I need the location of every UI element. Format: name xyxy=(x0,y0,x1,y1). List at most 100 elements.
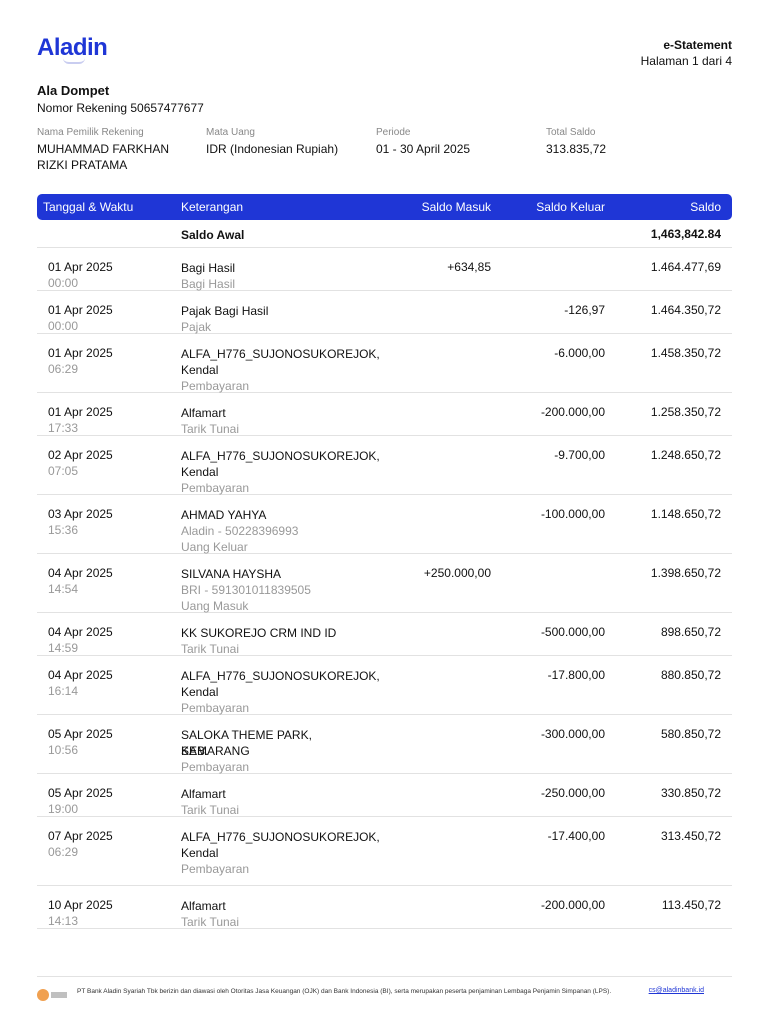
transaction-balance: 1.258.350,72 xyxy=(650,405,721,419)
column-header-date: Tanggal & Waktu xyxy=(43,200,134,214)
transaction-description-detail: KAB. xyxy=(181,744,209,758)
table-row: 04 Apr 2025 16:14 ALFA_H776_SUJONOSUKOREJO… xyxy=(37,656,732,715)
transaction-date: 04 Apr 2025 xyxy=(48,668,113,682)
opening-balance-value: 1,463,842.84 xyxy=(650,227,721,241)
transaction-time: 19:00 xyxy=(48,802,79,816)
transaction-money-out: -6.000,00 xyxy=(554,346,605,360)
transaction-time: 14:54 xyxy=(48,582,79,596)
transaction-description: SILVANA HAYSHA xyxy=(181,567,282,581)
table-row: 01 Apr 2025 00:00 Bagi Hasil Bagi Hasil +634… xyxy=(37,248,732,291)
table-row: 05 Apr 2025 19:00 Alfamart Tarik Tunai -250.… xyxy=(37,774,732,817)
table-row: 04 Apr 2025 14:59 KK SUKOREJO CRM IND ID Ta… xyxy=(37,613,732,656)
statement-footer: PT Bank Aladin Syariah Tbk berizin dan d… xyxy=(37,976,732,1016)
transaction-time: 10:56 xyxy=(48,743,79,757)
column-header-money-in: Saldo Masuk xyxy=(421,200,491,214)
meta-label: Total Saldo xyxy=(546,127,596,138)
transaction-description-detail: Aladin - 50228396993 xyxy=(181,524,299,538)
transaction-date: 05 Apr 2025 xyxy=(48,786,113,800)
transaction-description: SALOKA THEME PARK, SEMARANG xyxy=(181,728,312,758)
meta-value: 01 - 30 April 2025 xyxy=(376,142,471,156)
footer-disclaimer: PT Bank Aladin Syariah Tbk berizin dan d… xyxy=(77,988,612,995)
transaction-description-detail: BRI - 591301011839505 xyxy=(181,583,311,597)
aladin-logo: Aladin xyxy=(37,34,108,61)
table-row: 07 Apr 2025 06:29 ALFA_H776_SUJONOSUKOREJO… xyxy=(37,817,732,886)
logo-swoosh-icon xyxy=(63,58,85,64)
transaction-money-out: -200.000,00 xyxy=(540,405,605,419)
transaction-money-out: -250.000,00 xyxy=(540,786,605,800)
transaction-description: Pajak Bagi Hasil xyxy=(181,304,269,318)
meta-value: MUHAMMAD FARKHAN RIZKI PRATAMA xyxy=(37,142,170,172)
transaction-money-out: -300.000,00 xyxy=(540,727,605,741)
transaction-description: ALFA_H776_SUJONOSUKOREJOK, xyxy=(181,830,380,844)
transaction-time: 00:00 xyxy=(48,276,79,290)
transaction-category: Pembayaran xyxy=(181,862,250,876)
transaction-description: Alfamart xyxy=(181,406,226,420)
transaction-balance: 580.850,72 xyxy=(660,727,721,741)
meta-label: Nama Pemilik Rekening xyxy=(37,127,144,138)
transaction-description-detail: Kendal xyxy=(181,846,219,860)
transactions-table: Tanggal & Waktu Keterangan Saldo Masuk S… xyxy=(37,194,732,929)
transaction-balance: 1.248.650,72 xyxy=(650,448,721,462)
statement-header: Aladin e-Statement Halaman 1 dari 4 xyxy=(37,34,732,74)
transaction-date: 04 Apr 2025 xyxy=(48,566,113,580)
transaction-balance: 1.458.350,72 xyxy=(650,346,721,360)
meta-value: IDR (Indonesian Rupiah) xyxy=(206,142,339,156)
transaction-time: 06:29 xyxy=(48,362,79,376)
transaction-money-out: -9.700,00 xyxy=(554,448,605,462)
transaction-date: 01 Apr 2025 xyxy=(48,405,113,419)
transaction-description-detail: Kendal xyxy=(181,363,219,377)
transaction-money-out: -17.400,00 xyxy=(547,829,605,843)
account-meta: Nama Pemilik Rekening MUHAMMAD FARKHAN R… xyxy=(37,127,732,175)
transaction-time: 07:05 xyxy=(48,464,79,478)
transaction-category: Tarik Tunai xyxy=(181,915,240,929)
column-header-money-out: Saldo Keluar xyxy=(536,200,605,214)
transaction-category: Pembayaran xyxy=(181,481,250,495)
transaction-description: ALFA_H776_SUJONOSUKOREJOK, xyxy=(181,347,380,361)
table-row: 02 Apr 2025 07:05 ALFA_H776_SUJONOSUKOREJO… xyxy=(37,436,732,495)
support-email-link[interactable]: cs@aladinbank.id xyxy=(648,987,704,994)
transaction-money-out: -17.800,00 xyxy=(547,668,605,682)
transaction-category: Tarik Tunai xyxy=(181,642,240,656)
transaction-time: 16:14 xyxy=(48,684,79,698)
table-row: 05 Apr 2025 10:56 SALOKA THEME PARK, SEMAR… xyxy=(37,715,732,774)
transaction-balance: 880.850,72 xyxy=(660,668,721,682)
transaction-date: 03 Apr 2025 xyxy=(48,507,113,521)
meta-period: Periode 01 - 30 April 2025 xyxy=(376,127,541,157)
table-row: 03 Apr 2025 15:36 AHMAD YAHYA Aladin - 5022… xyxy=(37,495,732,554)
table-row: 01 Apr 2025 17:33 Alfamart Tarik Tunai -200.… xyxy=(37,393,732,436)
page-indicator: Halaman 1 dari 4 xyxy=(640,54,732,68)
transaction-time: 14:13 xyxy=(48,914,79,928)
column-header-balance: Saldo xyxy=(690,200,721,214)
lps-logo-icon xyxy=(37,989,67,1003)
account-number: Nomor Rekening 50657477677 xyxy=(37,101,204,115)
transaction-time: 00:00 xyxy=(48,319,79,333)
transaction-balance: 1.398.650,72 xyxy=(650,566,721,580)
transaction-description: ALFA_H776_SUJONOSUKOREJOK, xyxy=(181,449,380,463)
transaction-description: Alfamart xyxy=(181,787,226,801)
transaction-category: Tarik Tunai xyxy=(181,422,240,436)
transaction-balance: 1.464.350,72 xyxy=(650,303,721,317)
transaction-category: Pembayaran xyxy=(181,701,250,715)
table-row: 04 Apr 2025 14:54 SILVANA HAYSHA BRI - 5913… xyxy=(37,554,732,613)
transaction-money-out: -500.000,00 xyxy=(540,625,605,639)
transaction-time: 17:33 xyxy=(48,421,79,435)
transaction-date: 10 Apr 2025 xyxy=(48,898,113,912)
transaction-balance: 330.850,72 xyxy=(660,786,721,800)
transaction-money-in: +250.000,00 xyxy=(423,566,491,580)
transaction-balance: 1.464.477,69 xyxy=(650,260,721,274)
transaction-money-in: +634,85 xyxy=(447,260,491,274)
transaction-date: 01 Apr 2025 xyxy=(48,260,113,274)
transaction-time: 14:59 xyxy=(48,641,79,655)
opening-balance-label: Saldo Awal xyxy=(181,228,245,242)
table-row: 01 Apr 2025 06:29 ALFA_H776_SUJONOSUKOREJO… xyxy=(37,334,732,393)
transaction-description-detail: Kendal xyxy=(181,685,219,699)
transaction-date: 02 Apr 2025 xyxy=(48,448,113,462)
transaction-date: 04 Apr 2025 xyxy=(48,625,113,639)
transaction-category: Pajak xyxy=(181,320,212,334)
transaction-category: Pembayaran xyxy=(181,760,250,774)
table-row: 01 Apr 2025 00:00 Pajak Bagi Hasil Pajak -12… xyxy=(37,291,732,334)
account-name: Ala Dompet xyxy=(37,83,110,98)
account-block: Ala Dompet Nomor Rekening 50657477677 xyxy=(37,83,204,115)
transaction-category: Bagi Hasil xyxy=(181,277,236,291)
transaction-money-out: -200.000,00 xyxy=(540,898,605,912)
